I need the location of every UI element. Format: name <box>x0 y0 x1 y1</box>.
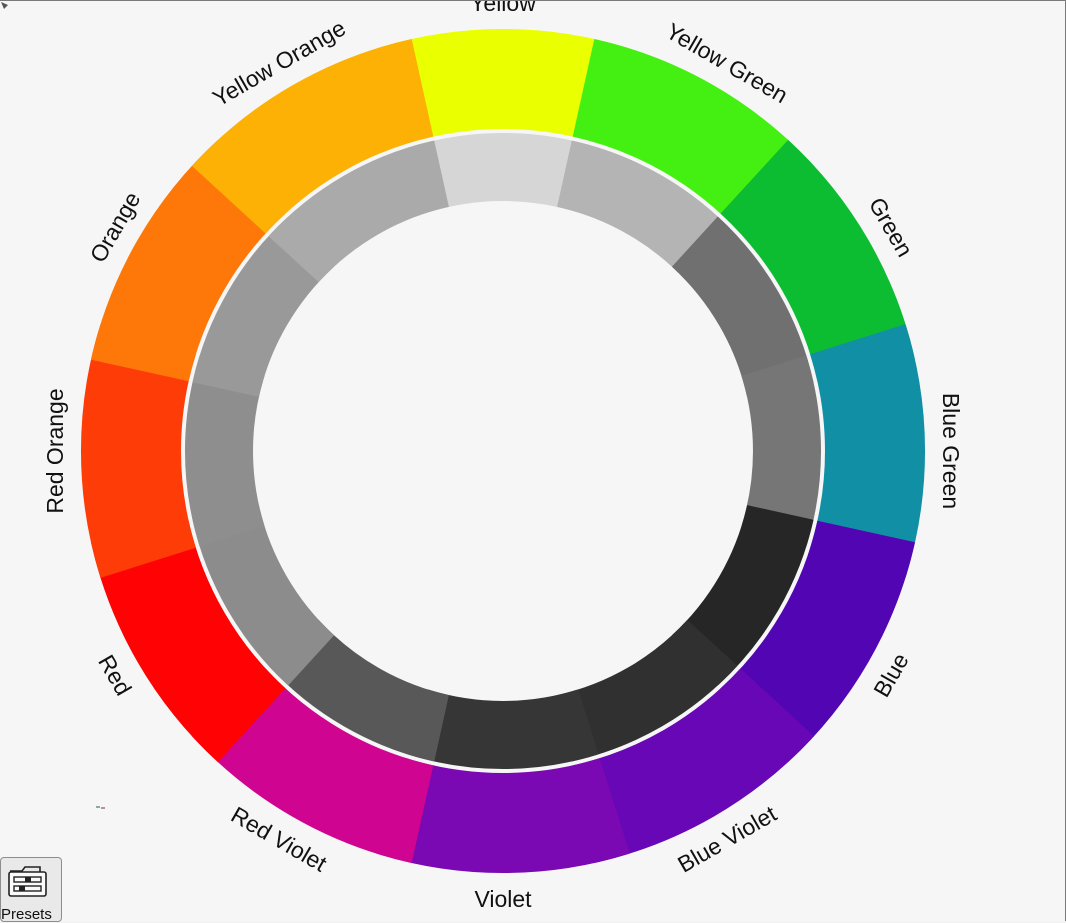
value-swatch-blue-violet <box>557 619 738 762</box>
label-blue: Blue <box>868 649 914 702</box>
segment-yellow: Yellow <box>376 1 630 213</box>
label-violet: Violet <box>474 886 532 912</box>
label-red: Red <box>93 650 137 700</box>
segment-violet: Violet <box>376 689 630 912</box>
label-red-orange: Red Orange <box>42 388 68 513</box>
paint-speck <box>96 796 106 809</box>
hue-swatch-blue-violet <box>572 668 815 863</box>
resize-corner-icon[interactable] <box>0 1 10 11</box>
value-swatch-red-orange <box>184 355 265 547</box>
label-blue-green: Blue Green <box>938 393 964 509</box>
hue-swatch-blue-green <box>810 324 926 578</box>
segment-blue-green: Blue Green <box>741 324 964 578</box>
folder-sliders-icon <box>8 866 47 897</box>
hue-swatch-yellow <box>376 28 630 144</box>
value-swatch-yellow-orange <box>268 140 449 283</box>
segment-green: Green <box>671 139 918 397</box>
value-swatch-blue-green <box>741 355 822 547</box>
hue-swatch-violet <box>376 758 630 874</box>
value-swatch-violet <box>407 689 599 770</box>
hue-swatch-red-orange <box>80 324 196 578</box>
segment-red-orange: Red Orange <box>42 324 265 578</box>
presets-label: Presets <box>1 906 52 923</box>
value-swatch-red <box>192 505 335 686</box>
value-swatch-yellow <box>407 132 599 213</box>
hue-swatch-red <box>91 520 286 763</box>
hue-swatch-green <box>720 139 915 382</box>
hue-swatch-yellow-orange <box>191 39 434 234</box>
value-swatch-green <box>671 216 814 397</box>
label-yellow: Yellow <box>470 1 536 16</box>
presets-button[interactable]: Presets <box>0 857 62 923</box>
